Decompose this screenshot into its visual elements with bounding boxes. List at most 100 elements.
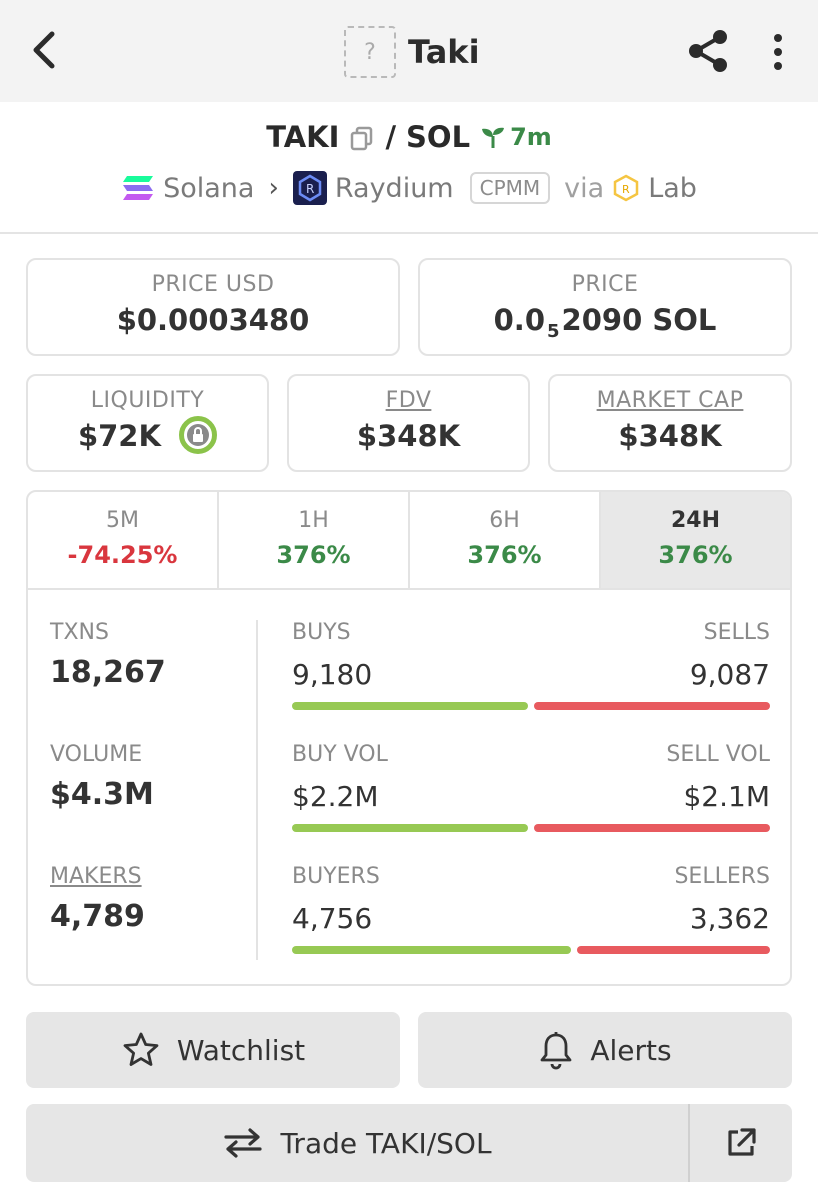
sell-vol-label: SELL VOL: [666, 742, 770, 767]
timeframe-tabs: 5M -74.25% 1H 376% 6H 376% 24H 376%: [28, 492, 790, 590]
price-usd-label: PRICE USD: [151, 272, 275, 297]
raydium-icon: R: [292, 171, 327, 205]
txns-breakdown: BUYS SELLS 9,180 9,087: [292, 620, 770, 742]
page-title: Taki: [408, 33, 480, 71]
pair-title: TAKI / SOL 7m: [0, 120, 818, 164]
txns-label: TXNS: [50, 620, 109, 645]
price-usd-value: $0.0003480: [116, 303, 310, 337]
token-logo-placeholder: ?: [344, 26, 396, 78]
price-native-card: PRICE 0.0 52090 SOL: [418, 258, 792, 356]
tab-label: 1H: [298, 508, 329, 533]
fdv-card: FDV $348K: [287, 374, 530, 472]
tab-change: 376%: [467, 541, 542, 569]
price-rest: 2090 SOL: [561, 303, 717, 337]
liquidity-label: LIQUIDITY: [90, 388, 205, 413]
buy-bar: [292, 702, 528, 710]
makers-label[interactable]: MAKERS: [50, 864, 142, 889]
lock-icon[interactable]: [179, 416, 218, 454]
back-arrow-icon[interactable]: [26, 28, 60, 72]
bell-icon: [540, 1032, 572, 1070]
market-cap-label[interactable]: MARKET CAP: [596, 388, 744, 413]
sells-label: SELLS: [703, 620, 770, 645]
price-native-label: PRICE: [571, 272, 639, 297]
svg-text:R: R: [306, 182, 314, 196]
buyers-label: BUYERS: [292, 864, 380, 889]
sellers-label: SELLERS: [674, 864, 770, 889]
tab-label: 6H: [489, 508, 520, 533]
tab-change: 376%: [658, 541, 733, 569]
sprout-icon: [482, 127, 505, 148]
liquidity-value-row: $72K: [28, 416, 267, 457]
chain-name[interactable]: Solana: [163, 172, 255, 204]
buys-value: 9,180: [292, 658, 373, 691]
volume-stat: VOLUME $4.3M: [50, 742, 260, 864]
sells-value: 9,087: [689, 658, 770, 691]
copy-icon[interactable]: [349, 124, 375, 151]
swap-arrows-icon: [224, 1128, 263, 1158]
tab-change: 376%: [276, 541, 351, 569]
makers-value: 4,789: [50, 899, 145, 934]
divider: [0, 232, 818, 234]
liquidity-card: LIQUIDITY $72K: [26, 374, 269, 472]
makers-breakdown: BUYERS SELLERS 4,756 3,362: [292, 864, 770, 984]
price-prefix: 0.0: [493, 303, 545, 337]
market-cap-value: $348K: [618, 419, 722, 453]
makers-ratio-bar: [292, 946, 770, 954]
column-divider: [256, 620, 258, 960]
pair-age: 7m: [480, 123, 552, 151]
txns-ratio-bar: [292, 702, 770, 710]
buy-vol-label: BUY VOL: [292, 742, 388, 767]
tab-label: 5M: [106, 508, 139, 533]
trade-bar: Trade TAKI/SOL: [26, 1104, 792, 1182]
sell-bar: [534, 702, 770, 710]
share-icon[interactable]: [686, 28, 730, 74]
tab-24h[interactable]: 24H 376%: [601, 492, 790, 588]
buy-bar: [292, 946, 572, 954]
launchpad-name[interactable]: Lab: [648, 172, 697, 204]
sellers-value: 3,362: [689, 902, 770, 935]
tab-5m[interactable]: 5M -74.25%: [28, 492, 219, 588]
stats-panel: 5M -74.25% 1H 376% 6H 376% 24H 376% TXNS…: [26, 490, 792, 986]
price-usd-card: PRICE USD $0.0003480: [26, 258, 400, 356]
alerts-label: Alerts: [590, 1033, 672, 1067]
breakdown-column: BUYS SELLS 9,180 9,087 BUY VOL SELL VOL …: [292, 620, 770, 984]
svg-text:R: R: [622, 183, 630, 196]
launchpad-icon: R: [613, 174, 639, 202]
sell-bar: [534, 824, 770, 832]
sell-bar: [577, 946, 770, 954]
pool-route: Solana › R Raydium CPMM via R Lab: [0, 168, 818, 208]
quote-token: SOL: [406, 120, 471, 154]
alerts-button[interactable]: Alerts: [418, 1012, 792, 1088]
external-link-icon[interactable]: [688, 1104, 792, 1182]
star-icon: [123, 1032, 159, 1066]
placeholder-glyph: ?: [364, 39, 376, 65]
liquidity-value: $72K: [77, 419, 161, 453]
buyers-value: 4,756: [292, 902, 373, 935]
pool-type-badge: CPMM: [469, 172, 551, 204]
tab-6h[interactable]: 6H 376%: [410, 492, 601, 588]
base-token: TAKI: [266, 120, 340, 154]
tab-label: 24H: [670, 508, 721, 533]
more-vertical-icon[interactable]: [768, 32, 788, 72]
totals-column: TXNS 18,267 VOLUME $4.3M MAKERS 4,789: [50, 620, 260, 984]
sell-vol-value: $2.1M: [683, 780, 770, 813]
watchlist-label: Watchlist: [176, 1033, 306, 1067]
age-text: 7m: [510, 123, 552, 151]
volume-label: VOLUME: [50, 742, 143, 767]
volume-ratio-bar: [292, 824, 770, 832]
volume-value: $4.3M: [50, 777, 154, 812]
txns-value: 18,267: [50, 655, 166, 690]
price-zero-count: 5: [547, 320, 560, 342]
trade-button[interactable]: Trade TAKI/SOL: [26, 1104, 688, 1182]
dex-name[interactable]: Raydium: [334, 172, 454, 204]
fdv-label[interactable]: FDV: [385, 388, 432, 413]
fdv-value: $348K: [356, 419, 461, 453]
chevron-right-icon: ›: [268, 173, 279, 203]
txns-stat: TXNS 18,267: [50, 620, 260, 742]
tab-1h[interactable]: 1H 376%: [219, 492, 410, 588]
market-cap-card: MARKET CAP $348K: [548, 374, 792, 472]
watchlist-button[interactable]: Watchlist: [26, 1012, 400, 1088]
top-app-bar: ? Taki: [0, 0, 818, 102]
price-native-value: 0.0 52090 SOL: [420, 303, 790, 342]
pair-slash: /: [385, 120, 397, 154]
